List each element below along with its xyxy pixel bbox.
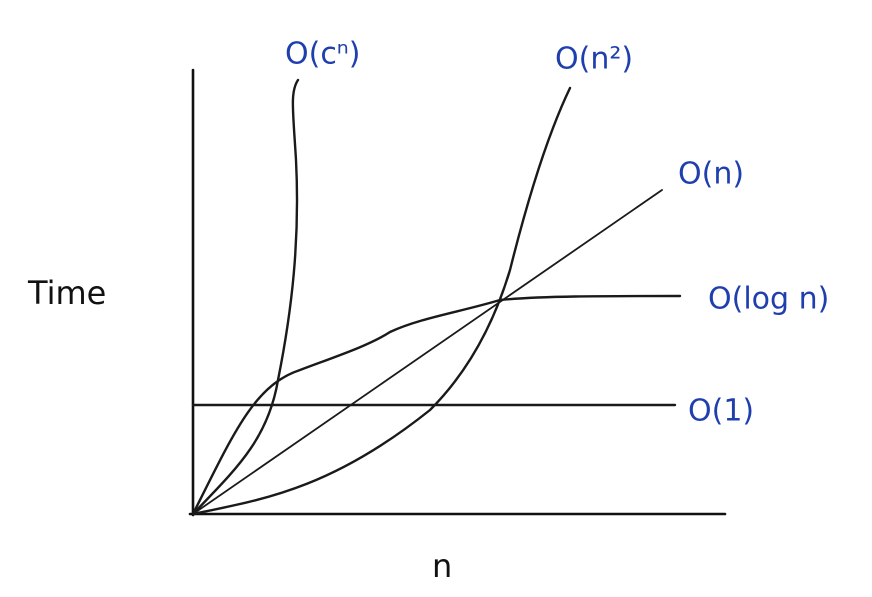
- quadratic-curve: [191, 86, 572, 516]
- exponential-curve: [191, 78, 300, 516]
- curve-label: O(log n): [708, 282, 829, 317]
- curve-label: O(n): [678, 157, 744, 192]
- curve-label: O(cⁿ): [285, 37, 360, 72]
- log-curve: [191, 294, 682, 516]
- curve-label: O(1): [688, 394, 754, 429]
- curve-label: O(n²): [555, 42, 633, 77]
- x-axis-label: n: [432, 547, 452, 585]
- linear-curve: [192, 189, 663, 515]
- y-axis-label: Time: [27, 274, 106, 312]
